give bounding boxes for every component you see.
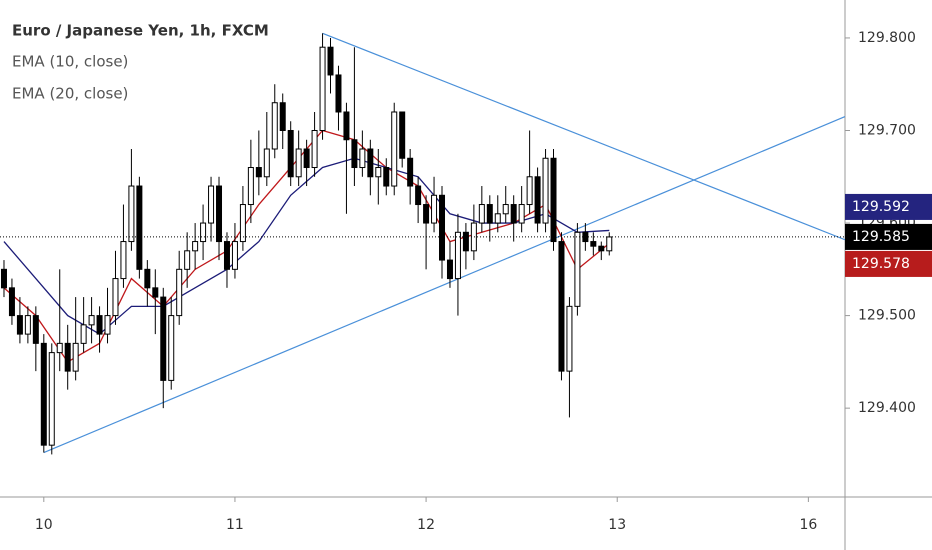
candle-body bbox=[160, 296, 167, 381]
candle-body bbox=[271, 102, 278, 150]
y-tick-label: 129.500 bbox=[858, 308, 916, 324]
trend-line bbox=[322, 32, 845, 241]
candle-body bbox=[255, 167, 262, 178]
candle-body bbox=[566, 305, 573, 372]
candle-body bbox=[462, 231, 469, 252]
candle-body bbox=[351, 139, 358, 169]
candle-body bbox=[598, 245, 605, 252]
candle-body bbox=[542, 157, 549, 224]
candle-body bbox=[335, 74, 342, 113]
candle-body bbox=[247, 167, 254, 206]
candle-body bbox=[415, 185, 422, 206]
price-label: 129.578 bbox=[852, 256, 910, 272]
candle-body bbox=[192, 241, 199, 252]
candle-body bbox=[534, 176, 541, 224]
candle-body bbox=[423, 204, 430, 224]
candle-body bbox=[0, 268, 7, 289]
candle-body bbox=[8, 287, 15, 317]
candle-body bbox=[391, 111, 398, 187]
candle-body bbox=[120, 241, 127, 280]
price-label-box bbox=[845, 250, 932, 277]
candle-body bbox=[446, 259, 453, 280]
candle-body bbox=[470, 222, 477, 252]
candle-body bbox=[431, 194, 438, 224]
candle-body bbox=[56, 342, 63, 354]
candle-body bbox=[239, 204, 246, 243]
candle-body bbox=[48, 352, 55, 446]
candle-body bbox=[367, 148, 374, 178]
candle-body bbox=[136, 185, 143, 270]
candle-body bbox=[279, 102, 286, 131]
plot-area bbox=[0, 32, 845, 455]
candle-body bbox=[375, 167, 382, 178]
candle-body bbox=[478, 204, 485, 224]
chart-title: Euro / Japanese Yen, 1h, FXCM bbox=[12, 22, 269, 40]
y-tick-label: 129.400 bbox=[858, 400, 916, 416]
candle-body bbox=[72, 342, 79, 372]
candle-body bbox=[486, 204, 493, 224]
price-label-box bbox=[845, 223, 932, 250]
candle-body bbox=[550, 157, 557, 243]
x-tick-label: 16 bbox=[799, 517, 817, 533]
candle-body bbox=[439, 194, 446, 261]
candle-body bbox=[454, 231, 461, 280]
price-label-box bbox=[845, 193, 932, 220]
candle-body bbox=[327, 46, 334, 76]
candle-body bbox=[184, 250, 191, 270]
x-tick-label: 11 bbox=[226, 517, 244, 533]
candle-body bbox=[295, 148, 302, 178]
candle-body bbox=[303, 148, 310, 169]
legend-entry: EMA (10, close) bbox=[12, 53, 128, 71]
candle-body bbox=[104, 315, 111, 335]
candle-body bbox=[176, 268, 183, 317]
candle-body bbox=[231, 241, 238, 270]
candle-body bbox=[383, 167, 390, 187]
candle-body bbox=[287, 129, 294, 178]
candle-body bbox=[24, 315, 31, 335]
x-tick-label: 13 bbox=[608, 517, 626, 533]
candle-body bbox=[223, 241, 230, 270]
candle-body bbox=[32, 315, 39, 344]
candle-body bbox=[407, 157, 414, 187]
price-label: 129.585 bbox=[852, 229, 910, 245]
candle-body bbox=[502, 204, 509, 215]
candle-body bbox=[152, 287, 159, 298]
candle-body bbox=[144, 268, 151, 289]
y-tick-label: 129.800 bbox=[858, 30, 916, 46]
candle-body bbox=[494, 213, 501, 224]
candle-body bbox=[96, 315, 103, 335]
candle-body bbox=[112, 278, 119, 317]
x-tick-label: 12 bbox=[417, 517, 435, 533]
candle-body bbox=[359, 148, 366, 169]
candle-body bbox=[558, 241, 565, 372]
candle-body bbox=[590, 241, 597, 247]
candle-body bbox=[64, 342, 71, 372]
candle-body bbox=[399, 111, 406, 159]
candle-body bbox=[319, 46, 326, 131]
candle-body bbox=[168, 315, 175, 381]
candle-body bbox=[526, 176, 533, 206]
candle-body bbox=[343, 111, 350, 141]
trend-line bbox=[43, 116, 845, 454]
candle-body bbox=[16, 315, 23, 335]
legend-entry: EMA (20, close) bbox=[12, 85, 128, 103]
candle-body bbox=[311, 129, 318, 169]
candle-body bbox=[263, 148, 270, 178]
candle-body bbox=[606, 236, 613, 252]
candle-body bbox=[88, 315, 95, 326]
candle-body bbox=[216, 185, 223, 243]
x-tick-label: 10 bbox=[35, 517, 53, 533]
candle-body bbox=[510, 204, 517, 224]
y-tick-label: 129.700 bbox=[858, 122, 916, 138]
candle-body bbox=[574, 231, 581, 307]
candle-body bbox=[80, 324, 87, 344]
candle-body bbox=[40, 342, 47, 446]
candle-body bbox=[200, 222, 207, 243]
price-label: 129.592 bbox=[852, 199, 910, 215]
candle-body bbox=[208, 185, 215, 224]
candle-body bbox=[128, 185, 135, 243]
candle-body bbox=[518, 204, 525, 224]
